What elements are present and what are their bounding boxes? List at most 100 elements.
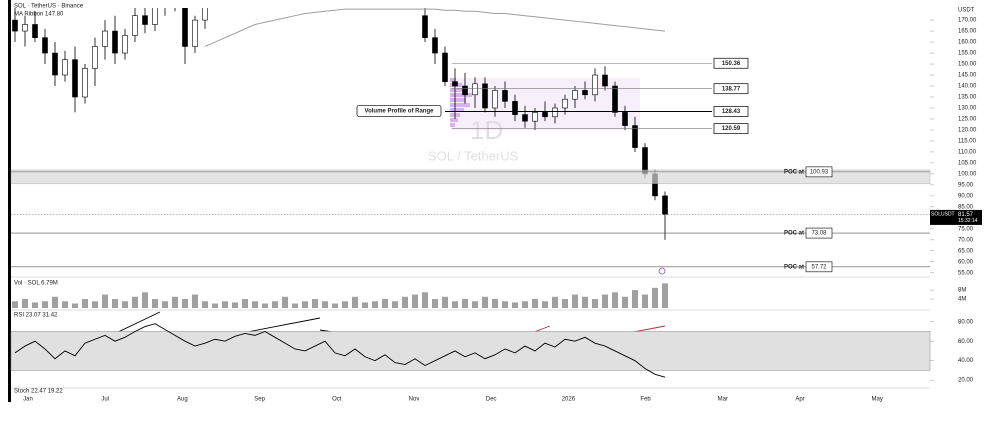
poc-value-box	[805, 166, 833, 178]
volume-bar	[282, 296, 288, 308]
volume-bar	[132, 296, 138, 308]
volume-bar	[142, 292, 148, 308]
symbol-line: SOL · TetherUS · Binance	[14, 4, 84, 10]
left-edge	[8, 0, 11, 402]
volume-bar	[552, 296, 558, 308]
rsi-band	[10, 331, 931, 371]
y-tick-label: 135.00	[958, 95, 977, 101]
volume-bar	[472, 301, 478, 308]
price-tag-value: 81.57	[958, 212, 974, 218]
candle-body	[192, 19, 198, 47]
annotation-box	[356, 105, 442, 117]
candle-body	[462, 85, 468, 96]
volume-bar	[292, 303, 298, 308]
volume-bar	[522, 301, 528, 308]
volume-bar	[42, 301, 48, 308]
candle-body	[572, 90, 578, 100]
x-tick-label: Feb	[640, 397, 651, 403]
volume-bar	[562, 299, 568, 308]
volume-bar	[622, 296, 628, 308]
y-tick-label: 145.00	[958, 73, 977, 79]
level-label-box	[713, 83, 749, 95]
volume-bar	[632, 290, 638, 308]
volume-bar	[312, 299, 318, 308]
x-tick-label: 2026	[562, 397, 576, 403]
annotation: Volume Profile of Range	[365, 109, 435, 115]
candle-body	[532, 112, 538, 122]
candle-body	[202, 8, 208, 21]
rsi-line	[14, 323, 666, 378]
volume-bar	[662, 283, 668, 308]
x-tick-label: Mar	[718, 397, 728, 403]
volume-bar	[342, 301, 348, 308]
candle-body	[582, 90, 588, 96]
y-tick-label: 8M	[958, 288, 966, 294]
candle-body	[102, 30, 108, 47]
volume-bar	[642, 294, 648, 308]
poc-value: 57.72	[811, 264, 827, 270]
volume-bar	[462, 299, 468, 308]
unit-label: USDT	[958, 8, 975, 14]
volume-bar	[162, 301, 168, 308]
volume-bar	[452, 301, 458, 308]
volume-bar	[402, 296, 408, 308]
volume-bar	[202, 301, 208, 308]
candle-body	[12, 19, 18, 32]
volume-bar	[302, 301, 308, 308]
level-label: 120.59	[722, 126, 741, 132]
y-tick-label: 100.00	[958, 171, 977, 177]
volume-bar	[222, 301, 228, 308]
poc-label: POC at	[784, 169, 804, 175]
candle-body	[173, 0, 178, 7]
volume-bar	[532, 299, 538, 308]
volume-bar	[152, 299, 158, 308]
y-tick-label: 115.00	[958, 139, 977, 145]
candle-body	[142, 15, 148, 25]
level-label: 128.43	[722, 109, 741, 115]
y-tick-label: 120.00	[958, 128, 977, 134]
volume-bar	[492, 299, 498, 308]
y-tick-label: 170.00	[958, 18, 977, 24]
poc-value-box	[805, 261, 833, 273]
volume-bar	[72, 303, 78, 308]
x-tick-label: Sep	[254, 397, 265, 403]
y-tick-label: 40.00	[958, 358, 974, 364]
candle-body	[182, 8, 188, 47]
volume-bar	[592, 299, 598, 308]
volume-bar	[322, 301, 328, 308]
level-label-box	[713, 106, 749, 117]
candle-body	[22, 24, 28, 32]
watermark-interval: 1D	[470, 115, 503, 145]
volume-bar	[482, 296, 488, 308]
volume-bar	[602, 294, 608, 308]
poc-value-box	[805, 227, 833, 239]
volume-bar	[502, 301, 508, 308]
candle-body	[522, 114, 528, 122]
candle-body	[163, 0, 168, 3]
volume-bar	[362, 302, 368, 308]
y-tick-label: 4M	[958, 297, 966, 303]
candle-body	[592, 74, 598, 96]
poc-value: 73.08	[811, 231, 827, 237]
volume-bar	[22, 299, 28, 308]
x-tick-label: Jul	[101, 397, 109, 403]
y-tick-label: 70.00	[958, 237, 974, 243]
y-tick-label: 60.00	[958, 259, 974, 265]
candle-body	[152, 8, 158, 25]
pane-footer: Stoch 22.47 19.22	[14, 389, 63, 395]
candle-body	[72, 59, 78, 98]
volume-bar	[652, 287, 658, 308]
volume-bar	[442, 296, 448, 308]
candle-body	[512, 101, 518, 115]
volume-bar	[212, 303, 218, 308]
y-tick-label: 105.00	[958, 161, 977, 167]
candle-body	[492, 90, 498, 109]
volume-bar	[182, 299, 188, 308]
candle-body	[472, 83, 478, 96]
price-pane	[12, 0, 668, 240]
volume-bar	[112, 299, 118, 308]
y-tick-label: 130.00	[958, 106, 977, 112]
volume-bar	[512, 302, 518, 308]
volume-bar	[542, 301, 548, 308]
